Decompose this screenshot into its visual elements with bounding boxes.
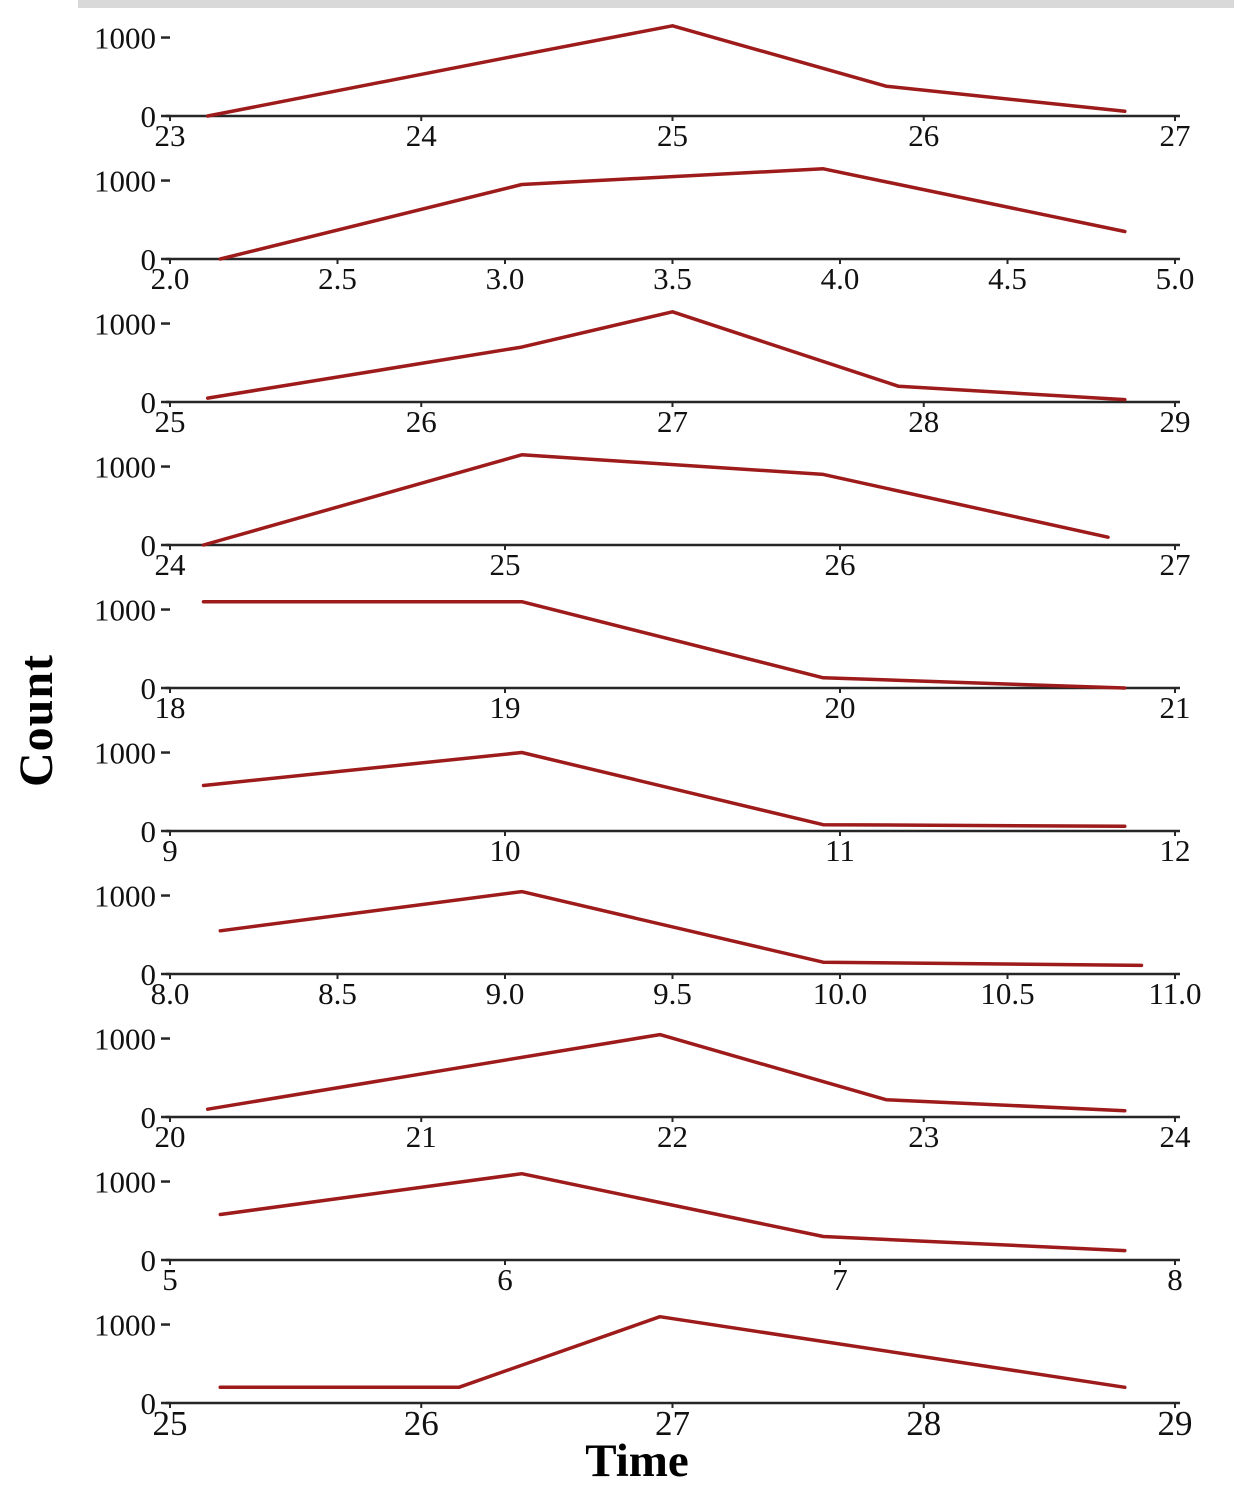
data-line [205, 24, 1127, 118]
subplot-3: 0 1000 25 26 27 28 29 [94, 307, 1191, 437]
x-tick-label: 10.0 [813, 976, 867, 1009]
x-tick-label: 26 [406, 404, 437, 437]
x-tick-label: 18 [155, 690, 186, 723]
x-tick-label: 23 [155, 118, 186, 151]
y-tick-label: 1000 [94, 21, 156, 56]
subplot-10: 0 1000 25 26 27 28 29 [94, 1308, 1193, 1438]
x-tick-label: 27 [1160, 118, 1191, 151]
x-tick-label: 10 [490, 833, 521, 866]
x-tick-label: 28 [906, 1404, 941, 1438]
y-tick-label: 1000 [94, 164, 156, 199]
y-tick-label: 1000 [94, 736, 156, 771]
y-tick-label: 1000 [94, 593, 156, 628]
x-tick-label: 9.0 [486, 976, 525, 1009]
y-tick-label: 1000 [94, 450, 156, 485]
y-tick-label: 1000 [94, 1022, 156, 1057]
data-line [201, 599, 1127, 690]
x-tick-label: 24 [406, 118, 438, 151]
subplot-8: 0 1000 20 21 22 23 24 [94, 1022, 1192, 1152]
y-tick-label: 1000 [94, 879, 156, 914]
x-axis-label: Time [585, 1435, 689, 1487]
y-tick-label: 0 [141, 385, 157, 420]
x-tick-label: 25 [155, 404, 186, 437]
x-tick-label: 27 [657, 404, 688, 437]
data-line [201, 750, 1127, 829]
subplot-9: 0 1000 5 6 7 8 [94, 1165, 1183, 1295]
y-tick-label: 0 [141, 1386, 157, 1421]
x-tick-label: 26 [825, 547, 856, 580]
y-tick-label: 0 [141, 814, 157, 849]
x-tick-label: 19 [490, 690, 521, 723]
x-tick-label: 10.5 [980, 976, 1034, 1009]
x-tick-label: 20 [155, 1119, 186, 1152]
data-line [205, 310, 1127, 402]
x-tick-label: 24 [1160, 1119, 1192, 1152]
y-tick-label: 0 [141, 242, 157, 277]
x-tick-label: 11.0 [1148, 976, 1201, 1009]
x-tick-label: 5 [162, 1262, 178, 1295]
x-tick-label: 8.5 [318, 976, 357, 1009]
y-tick-label: 0 [141, 1243, 157, 1278]
y-tick-label: 0 [141, 528, 157, 563]
data-line [218, 1171, 1127, 1253]
x-tick-label: 26 [908, 118, 939, 151]
x-tick-label: 23 [908, 1119, 939, 1152]
y-tick-label: 1000 [94, 307, 156, 342]
x-tick-label: 3.0 [486, 261, 525, 294]
x-tick-label: 4.0 [821, 261, 860, 294]
y-tick-label: 0 [141, 99, 157, 134]
subplot-2: 0 1000 2.0 2.5 3.0 3.5 4.0 4.5 5.0 [94, 164, 1195, 294]
data-line [201, 453, 1110, 547]
x-tick-label: 2.0 [151, 261, 190, 294]
y-tick-label: 0 [141, 957, 157, 992]
x-tick-label: 12 [1160, 833, 1191, 866]
subplot-4: 0 1000 24 25 26 27 [94, 450, 1191, 580]
x-tick-label: 3.5 [653, 261, 692, 294]
x-tick-label: 25 [153, 1404, 188, 1438]
x-tick-label: 24 [155, 547, 187, 580]
x-tick-label: 25 [657, 118, 688, 151]
y-tick-label: 1000 [94, 1165, 156, 1200]
x-tick-label: 5.0 [1156, 261, 1195, 294]
x-tick-label: 22 [657, 1119, 688, 1152]
x-tick-label: 27 [1160, 547, 1191, 580]
subplot-5: 0 1000 18 19 20 21 [94, 593, 1191, 723]
x-tick-label: 4.5 [988, 261, 1027, 294]
x-tick-label: 9 [162, 833, 178, 866]
x-tick-label: 2.5 [318, 261, 357, 294]
subplot-6: 0 1000 9 10 11 12 [94, 736, 1191, 866]
x-tick-label: 7 [832, 1262, 848, 1295]
x-tick-label: 21 [406, 1119, 437, 1152]
x-tick-label: 8 [1167, 1262, 1183, 1295]
x-tick-label: 28 [908, 404, 939, 437]
x-tick-label: 27 [655, 1404, 690, 1438]
x-tick-label: 11 [825, 833, 855, 866]
data-line [218, 167, 1127, 261]
data-line [205, 1032, 1127, 1113]
x-tick-label: 20 [825, 690, 856, 723]
x-tick-label: 9.5 [653, 976, 692, 1009]
x-tick-label: 26 [404, 1404, 439, 1438]
x-tick-label: 29 [1158, 1404, 1193, 1438]
x-tick-label: 8.0 [151, 976, 190, 1009]
subplot-1: 0 1000 23 24 25 26 27 [94, 21, 1191, 151]
subplot-7: 0 1000 8.0 8.5 9.0 9.5 10.0 10.5 11.0 [94, 879, 1202, 1009]
y-tick-label: 0 [141, 671, 157, 706]
x-tick-label: 29 [1160, 404, 1191, 437]
data-line [218, 1314, 1127, 1390]
top-strip [78, 0, 1234, 8]
x-tick-label: 21 [1160, 690, 1191, 723]
y-tick-label: 0 [141, 1100, 157, 1135]
data-line [218, 889, 1144, 968]
x-tick-label: 6 [497, 1262, 513, 1295]
charts-container: 0 1000 23 24 25 26 27 0 1000 2.0 2.5 3.0 3.5 4.0 4.5 5.… [0, 8, 1234, 1438]
y-tick-label: 1000 [94, 1308, 156, 1343]
x-tick-label: 25 [490, 547, 521, 580]
